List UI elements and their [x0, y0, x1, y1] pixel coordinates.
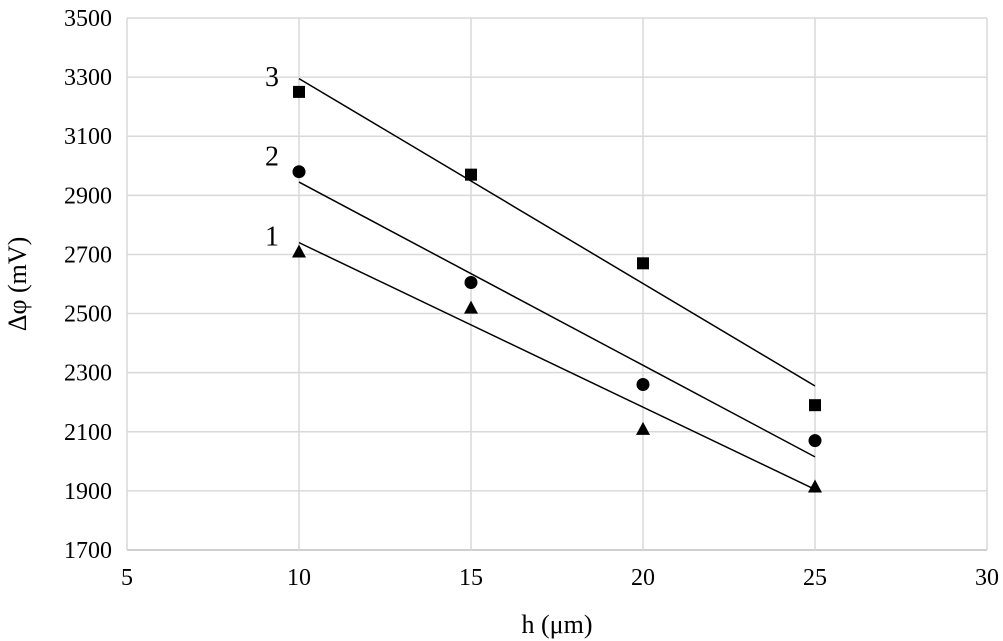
x-tick-label: 30 — [975, 565, 999, 591]
series-label-2: 2 — [265, 142, 279, 173]
tick-labels: 1700 1900 2100 2300 2500 2700 2900 3100 3300 3500… — [64, 6, 999, 591]
circle-marker — [292, 165, 306, 179]
triangle-marker — [292, 244, 306, 258]
y-tick-label: 2100 — [64, 420, 112, 446]
y-tick-label: 3500 — [64, 6, 112, 32]
x-tick-label: 25 — [803, 565, 827, 591]
square-marker — [293, 85, 305, 98]
y-tick-label: 3300 — [64, 65, 112, 91]
trend-line-3 — [298, 77, 816, 387]
circle-marker — [464, 276, 478, 290]
triangle-marker — [808, 479, 822, 493]
x-axis-label: h (μm) — [522, 610, 593, 639]
trend-line-1 — [298, 241, 816, 491]
series-label-1: 1 — [265, 221, 279, 252]
square-marker — [465, 168, 477, 181]
y-tick-label: 2500 — [64, 302, 112, 328]
series-label-3: 3 — [265, 62, 279, 93]
triangle-marker — [464, 300, 478, 314]
y-tick-label: 1900 — [64, 479, 112, 505]
grid — [126, 17, 988, 551]
trend-line-2 — [298, 181, 816, 458]
x-tick-label: 10 — [287, 565, 311, 591]
data-points — [292, 85, 822, 493]
circle-marker — [636, 377, 650, 391]
x-tick-label: 5 — [121, 565, 133, 591]
triangle-marker — [636, 421, 650, 435]
y-tick-label: 3100 — [64, 124, 112, 150]
square-marker — [809, 399, 821, 412]
x-tick-label: 20 — [631, 565, 655, 591]
y-tick-label: 2300 — [64, 361, 112, 387]
y-axis-label: Δφ (mV) — [3, 237, 32, 332]
x-tick-label: 15 — [459, 565, 483, 591]
circle-marker — [808, 434, 822, 448]
square-marker — [637, 257, 649, 270]
y-tick-label: 1700 — [64, 538, 112, 564]
y-tick-label: 2700 — [64, 242, 112, 268]
y-tick-label: 2900 — [64, 183, 112, 209]
trend-lines — [298, 77, 816, 491]
series-labels: 1 2 3 — [265, 62, 279, 253]
